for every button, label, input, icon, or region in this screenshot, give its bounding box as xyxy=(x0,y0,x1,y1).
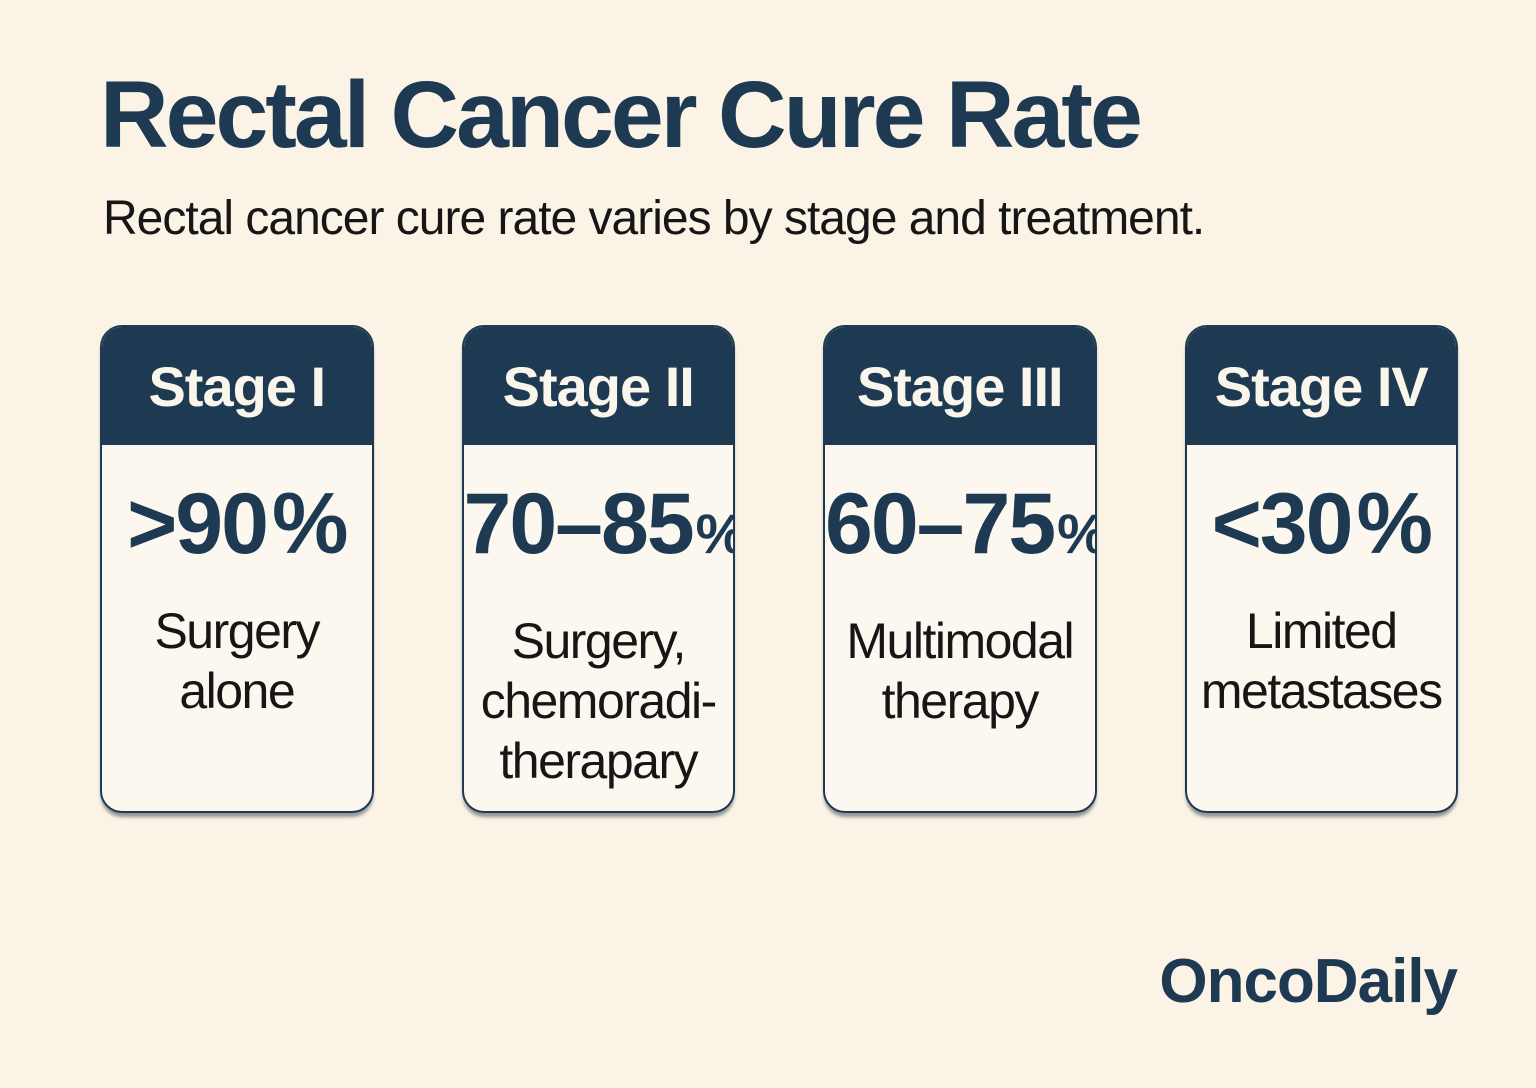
rate-value: <30 xyxy=(1211,476,1354,573)
stage-card-1-body: >90% Surgery alone xyxy=(102,445,372,811)
stage-card-1-cure-rate: >90% xyxy=(102,481,372,567)
stage-card-3-treatment: Multimodal therapy xyxy=(833,611,1087,731)
treatment-line: metastases xyxy=(1200,663,1443,720)
treatment-line: therapary xyxy=(499,733,698,790)
stage-card-2-title: Stage II xyxy=(502,354,695,418)
stage-card-4-body: <30% Limited metastases xyxy=(1187,445,1457,811)
treatment-line: Limited xyxy=(1245,603,1398,660)
treatment-line: alone xyxy=(179,663,295,720)
treatment-line: Surgery, xyxy=(511,613,687,670)
stage-card-3-header: Stage III xyxy=(825,327,1095,446)
treatment-line: Multimodal xyxy=(846,613,1074,670)
stage-card-2-treatment: Surgery, chemoradi- therapary xyxy=(472,611,726,791)
stage-card-4: Stage IV <30% Limited metastases xyxy=(1184,325,1458,814)
percent-sign: % xyxy=(1356,476,1432,573)
stage-card-2-cure-rate: 70–85% xyxy=(464,481,734,577)
percent-sign: % xyxy=(1054,502,1094,565)
stage-card-1-treatment: Surgery alone xyxy=(110,601,364,721)
page-title: Rectal Cancer Cure Rate xyxy=(100,62,1143,168)
percent-sign: % xyxy=(693,502,733,565)
stage-card-4-title: Stage IV xyxy=(1214,354,1429,418)
treatment-line: chemoradi- xyxy=(480,673,718,730)
stage-cards-row: Stage I >90% Surgery alone Stage II 70–8… xyxy=(100,325,1458,814)
rate-value: >90 xyxy=(127,476,269,573)
rate-value: 60–75 xyxy=(825,476,1056,573)
stage-card-3-cure-rate: 60–75% xyxy=(825,481,1095,577)
stage-card-1-header: Stage I xyxy=(102,327,372,446)
stage-card-1-title: Stage I xyxy=(148,354,326,418)
stage-card-4-treatment: Limited metastases xyxy=(1195,601,1449,721)
treatment-line: therapy xyxy=(881,673,1040,730)
rate-value: 70–85 xyxy=(463,476,695,573)
stage-card-1: Stage I >90% Surgery alone xyxy=(100,325,374,814)
stage-card-4-cure-rate: <30% xyxy=(1187,481,1457,567)
stage-card-2-header: Stage II xyxy=(463,327,733,446)
stage-card-3-title: Stage III xyxy=(856,354,1064,418)
oncodaily-logo: OncoDaily xyxy=(1159,947,1458,1016)
treatment-line: Surgery xyxy=(154,603,320,660)
infographic-page: { "page": { "title": "Rectal Cancer Cure… xyxy=(0,64,1536,1088)
stage-card-2-body: 70–85% Surgery, chemoradi- therapary xyxy=(464,445,734,811)
stage-card-4-header: Stage IV xyxy=(1186,327,1456,446)
stage-card-2: Stage II 70–85% Surgery, chemoradi- ther… xyxy=(461,325,735,814)
page-subtitle: Rectal cancer cure rate varies by stage … xyxy=(103,191,1205,245)
percent-sign: % xyxy=(271,476,348,573)
stage-card-3-body: 60–75% Multimodal therapy xyxy=(825,445,1095,811)
stage-card-3: Stage III 60–75% Multimodal therapy xyxy=(823,325,1097,814)
